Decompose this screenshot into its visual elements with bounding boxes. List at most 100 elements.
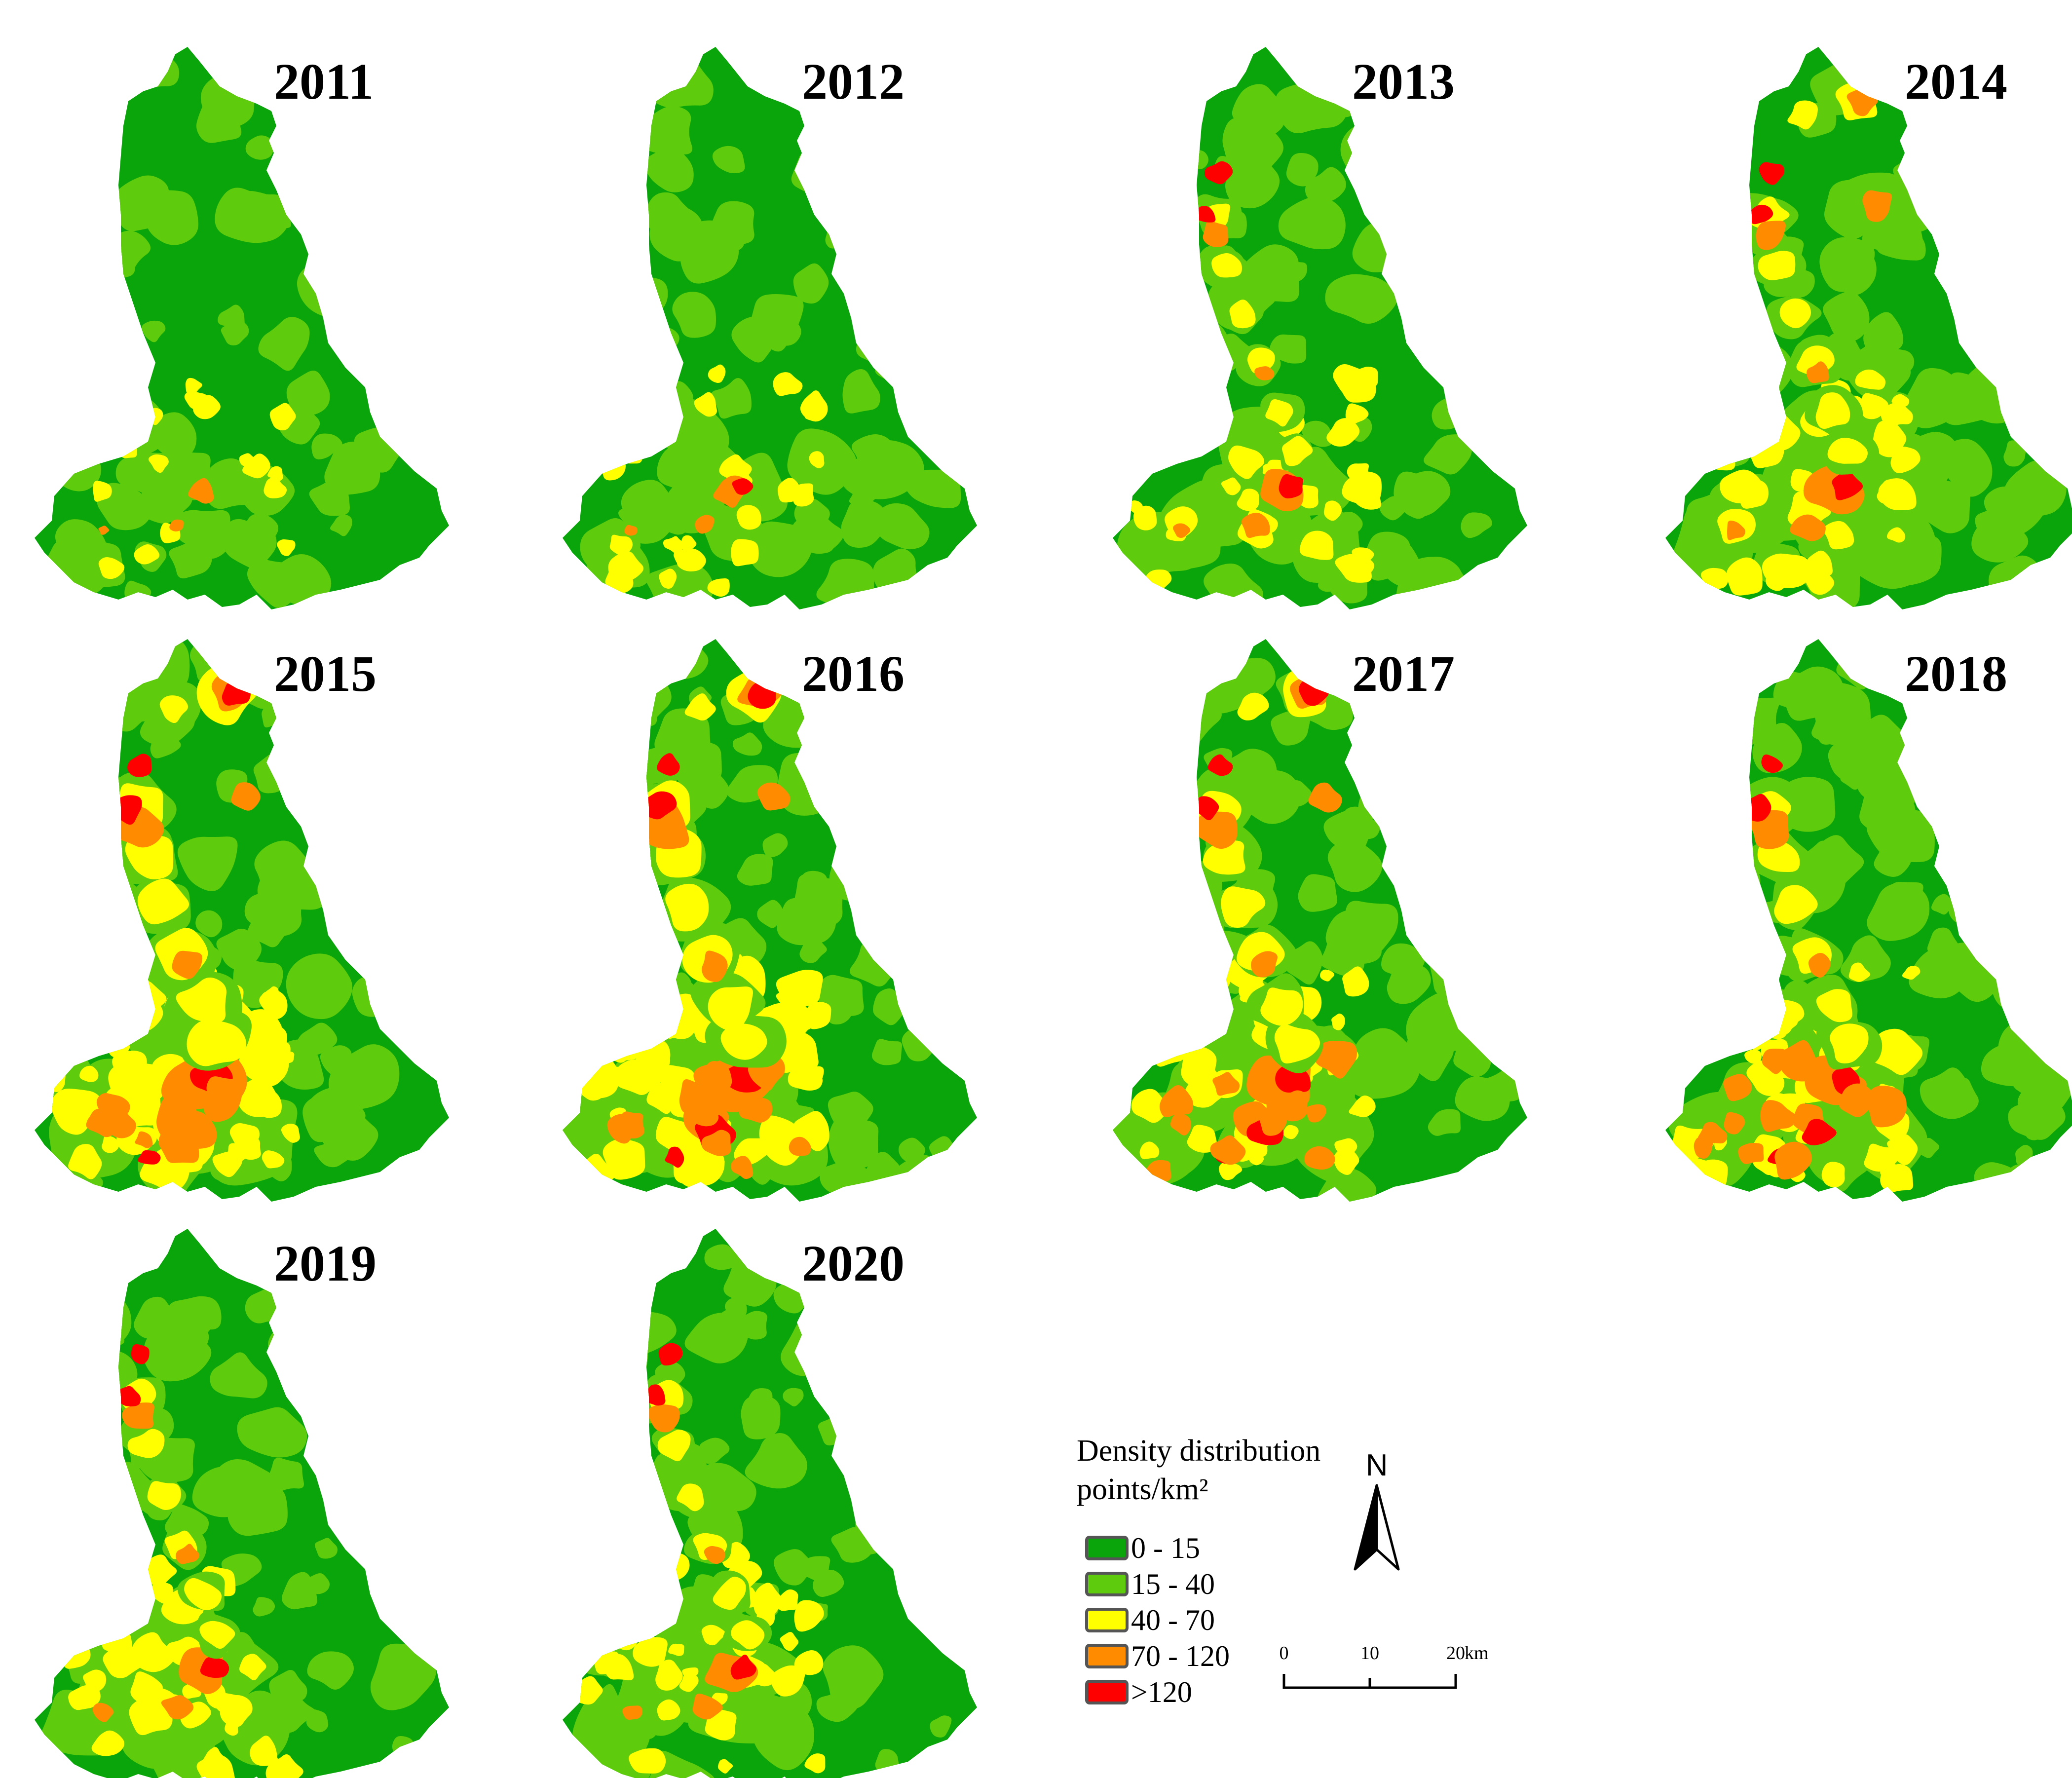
density-patch	[136, 190, 199, 245]
density-patch	[1147, 878, 1187, 911]
density-patch	[1720, 469, 1764, 504]
density-patch	[563, 1301, 603, 1357]
density-patch	[1697, 958, 1741, 1006]
density-patch	[1237, 692, 1269, 720]
density-patch	[158, 1124, 184, 1150]
density-patch	[1428, 1109, 1461, 1136]
density-patch	[96, 1464, 122, 1491]
density-patch	[1210, 1135, 1246, 1165]
density-patch	[794, 1600, 824, 1632]
density-patch	[49, 1012, 92, 1042]
density-patch	[1693, 425, 1717, 446]
density-patch	[1829, 1023, 1869, 1063]
density-patch	[599, 1654, 634, 1680]
density-patch	[327, 210, 387, 277]
density-patch	[750, 294, 804, 352]
density-patch	[55, 1000, 74, 1014]
density-patch	[55, 519, 109, 573]
density-patch	[1458, 60, 1490, 94]
density-patch	[1446, 967, 1472, 991]
density-patch	[1859, 782, 1916, 837]
density-patch	[1807, 361, 1829, 383]
density-patch	[1438, 767, 1471, 796]
density-patch	[1142, 885, 1167, 905]
density-patch	[210, 1352, 267, 1399]
density-patch	[637, 106, 692, 154]
density-patch	[1394, 471, 1440, 519]
density-patch	[391, 413, 417, 439]
map-panel-2017: 2017	[1113, 639, 1527, 1202]
density-patch	[748, 1388, 773, 1408]
density-patch	[35, 1414, 79, 1462]
density-patch	[1237, 489, 1259, 511]
density-patch	[605, 566, 634, 594]
density-patch	[1128, 333, 1182, 374]
density-patch	[1147, 904, 1223, 967]
density-patch	[1703, 243, 1743, 279]
density-patch	[36, 270, 99, 320]
density-patch	[741, 1395, 781, 1439]
density-patch	[932, 1172, 963, 1201]
density-patch	[609, 534, 633, 556]
density-patch	[777, 898, 836, 946]
density-patch	[1941, 439, 1993, 497]
density-patch	[1282, 780, 1312, 807]
density-patch	[591, 1010, 645, 1060]
density-patch	[732, 478, 753, 495]
density-patch	[1228, 445, 1265, 479]
density-patch	[567, 799, 607, 838]
density-patch	[644, 1384, 666, 1406]
density-patch	[1305, 167, 1346, 204]
density-patch	[640, 791, 677, 820]
density-patch	[45, 1049, 69, 1072]
density-patch	[1761, 754, 1783, 773]
density-patch	[296, 1022, 338, 1057]
density-patch	[762, 833, 788, 858]
density-patch	[215, 188, 291, 243]
density-patch	[1283, 1125, 1299, 1139]
density-patch	[53, 928, 126, 991]
density-patch	[828, 1116, 879, 1170]
density-patch	[253, 1597, 275, 1617]
density-patch	[630, 339, 670, 375]
density-patch	[1196, 962, 1231, 996]
density-patch	[708, 986, 753, 1031]
density-patch	[137, 878, 189, 925]
density-patch	[218, 304, 245, 333]
density-patch	[1974, 1162, 2026, 1199]
density-patch	[1352, 547, 1374, 565]
density-patch	[657, 1430, 691, 1462]
density-patch	[1477, 673, 1516, 707]
density-patch	[102, 1586, 117, 1601]
density-patch	[57, 205, 107, 257]
density-patch	[1387, 737, 1455, 800]
density-patch	[861, 251, 899, 286]
density-patch	[581, 1427, 626, 1458]
density-patch	[1138, 800, 1197, 866]
density-patch	[393, 325, 429, 358]
density-patch	[391, 268, 424, 297]
density-patch	[918, 878, 956, 908]
density-patch	[1164, 964, 1199, 990]
density-patch	[394, 1387, 446, 1438]
density-patch	[1278, 196, 1346, 250]
density-patch	[269, 554, 332, 605]
density-patch	[1816, 989, 1852, 1022]
density-patch	[701, 1625, 726, 1646]
density-patch	[753, 1583, 782, 1618]
density-patch	[1305, 1104, 1326, 1123]
density-patch	[45, 215, 89, 256]
density-patch	[1787, 100, 1818, 130]
density-patch	[1762, 1049, 1789, 1074]
density-patch	[777, 478, 801, 503]
density-patch	[1357, 141, 1377, 163]
density-patch	[712, 221, 745, 252]
scale-bar: 0 10 20 km	[1280, 1643, 1489, 1689]
density-patch	[597, 762, 630, 794]
density-patch	[1128, 733, 1169, 768]
density-patch	[1703, 748, 1744, 778]
density-patch	[38, 856, 70, 889]
map-panel-2018: 2018	[1665, 639, 2072, 1202]
density-patch	[679, 1673, 699, 1692]
density-patch	[1150, 146, 1177, 172]
